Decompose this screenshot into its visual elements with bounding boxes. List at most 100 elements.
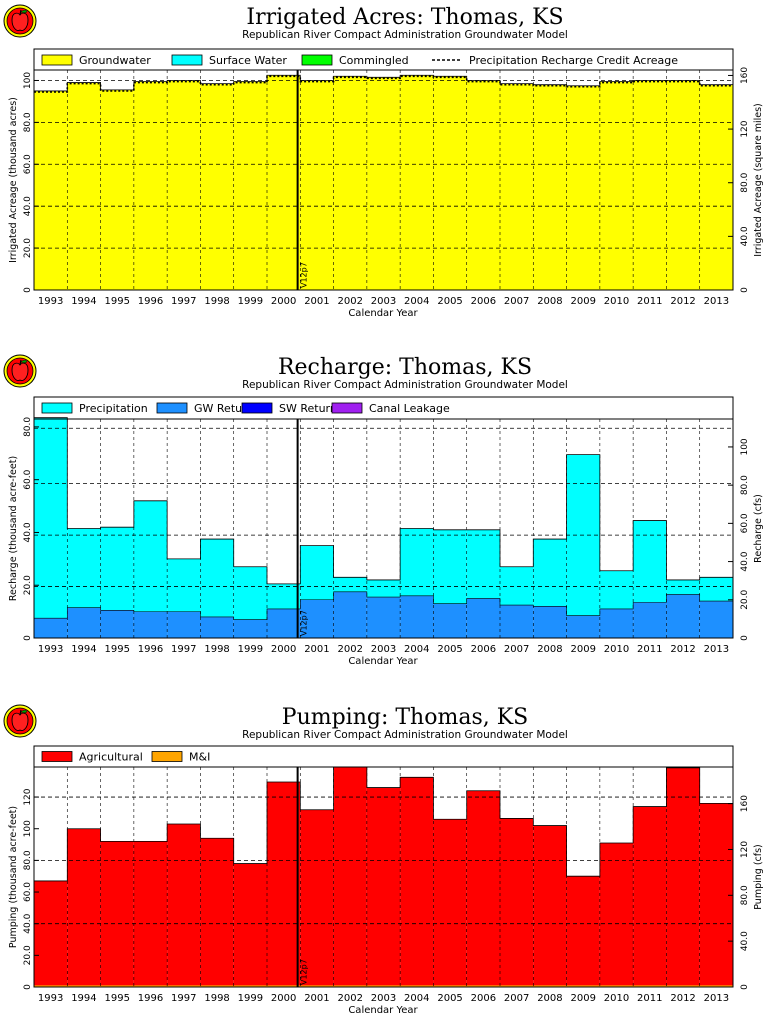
y-tick-label: 0 — [23, 984, 33, 990]
legend-label: Groundwater — [79, 54, 151, 67]
bar-groundwater — [466, 80, 500, 290]
x-tick-label: 1994 — [71, 644, 96, 655]
x-tick-label: 1998 — [204, 993, 229, 1004]
bar-mi — [533, 985, 567, 988]
legend-label: Precipitation Recharge Credit Acreage — [469, 54, 678, 67]
apple-logo-icon — [3, 354, 37, 388]
bar-groundwater — [666, 80, 700, 290]
bar-mi — [400, 985, 434, 988]
bar-groundwater — [633, 80, 667, 290]
legend-swatch — [41, 54, 73, 66]
bar-agricultural — [34, 880, 68, 987]
bar-agricultural — [566, 876, 600, 987]
legend: Groundwater Surface Water Commingled Precip… — [33, 48, 734, 72]
x-tick-label: 2003 — [371, 993, 396, 1004]
x-tick-label: 2006 — [471, 993, 496, 1004]
bar-agricultural — [433, 819, 467, 987]
x-tick-label: 2008 — [537, 993, 562, 1004]
y-tick-label: 20.0 — [23, 238, 33, 258]
bar-agricultural — [666, 767, 700, 987]
y2-tick-label: 0 — [740, 984, 750, 990]
x-tick-label: 1997 — [171, 296, 196, 307]
x-tick-label: 2002 — [337, 993, 362, 1004]
bar-gw-returns — [34, 618, 68, 638]
x-tick-label: 2002 — [337, 296, 362, 307]
x-tick-label: 2004 — [404, 644, 429, 655]
x-tick-label: 1995 — [104, 644, 129, 655]
bar-gw-returns — [466, 598, 500, 638]
bar-outline — [33, 417, 734, 638]
y-axis-title: Pumping (thousand acre-feet) — [8, 806, 19, 948]
x-tick-label: 1993 — [38, 993, 63, 1004]
bar-mi — [133, 985, 168, 988]
bar-gw-returns — [200, 616, 234, 638]
bar-precipitation — [167, 558, 201, 612]
x-tick-label: 1996 — [138, 993, 163, 1004]
x-tick-label: 1997 — [171, 644, 196, 655]
x-tick-label: 2012 — [670, 993, 695, 1004]
x-tick-label: 2013 — [704, 993, 729, 1004]
legend-label: Agricultural — [79, 751, 143, 764]
bar-agricultural — [267, 782, 301, 987]
bar-precipitation — [599, 570, 634, 609]
bar-agricultural — [699, 803, 733, 987]
chart-title: Pumping: Thomas, KS — [282, 705, 528, 730]
bar-precipitation — [633, 520, 667, 603]
bar-mi — [300, 985, 334, 988]
plot-frame — [33, 69, 734, 291]
bar-groundwater — [566, 85, 600, 290]
x-tick-label: 1996 — [138, 296, 163, 307]
chart-subtitle: Republican River Compact Administration … — [242, 729, 568, 741]
x-tick-label: 2011 — [637, 644, 662, 655]
bar-agricultural — [599, 842, 634, 987]
legend-label: SW Returns — [279, 402, 343, 415]
x-tick-label: 2010 — [604, 296, 629, 307]
y2-tick-label: 40.0 — [740, 551, 750, 571]
bar-gw-returns — [566, 615, 600, 638]
bar-precipitation — [500, 566, 534, 606]
x-tick-label: 2006 — [471, 296, 496, 307]
bars — [34, 417, 733, 638]
bar-precipitation — [533, 539, 567, 607]
x-axis-title: Calendar Year — [348, 308, 418, 319]
legend-swatch — [41, 751, 73, 762]
y2-tick-label: 0 — [740, 287, 750, 293]
bar-mi — [500, 985, 534, 988]
legend-swatch — [171, 54, 203, 66]
legend: Precipitation GW Returns SW Returns Canal L… — [33, 396, 734, 420]
bar-precipitation — [666, 579, 700, 595]
bar-groundwater — [67, 82, 101, 290]
y-axis-title: Recharge (thousand acre-feet) — [8, 456, 19, 601]
bar-mi — [267, 985, 301, 988]
y2-tick-label: 80.0 — [740, 475, 750, 495]
y2-tick-label: 40.0 — [740, 226, 750, 246]
bar-mi — [100, 985, 134, 988]
y-tick-label: 80.0 — [23, 850, 33, 870]
x-tick-label: 2000 — [271, 993, 296, 1004]
x-tick-label: 2013 — [704, 644, 729, 655]
bar-gw-returns — [400, 595, 434, 638]
bar-precipitation — [699, 577, 733, 602]
bars — [34, 75, 733, 291]
y2-axis-title: Recharge (cfs) — [753, 494, 764, 563]
model-version-label: V12p7 — [300, 959, 309, 985]
y2-tick-label: 80.0 — [740, 885, 750, 905]
bar-groundwater — [699, 84, 733, 291]
y-tick-label: 20.0 — [23, 945, 33, 965]
legend-swatch — [241, 402, 273, 414]
x-tick-label: 2009 — [570, 644, 595, 655]
legend-label: M&I — [189, 751, 210, 764]
bar-gw-returns — [67, 607, 101, 638]
x-tick-label: 2006 — [471, 644, 496, 655]
bar-groundwater — [300, 80, 334, 290]
bar-mi — [666, 985, 700, 988]
bar-groundwater — [333, 76, 367, 291]
bar-mi — [233, 985, 267, 988]
x-tick-label: 1993 — [38, 644, 63, 655]
y2-tick-label: 80.0 — [740, 172, 750, 192]
bar-gw-returns — [500, 605, 534, 638]
bar-gw-returns — [233, 619, 267, 638]
bar-agricultural — [366, 787, 401, 987]
